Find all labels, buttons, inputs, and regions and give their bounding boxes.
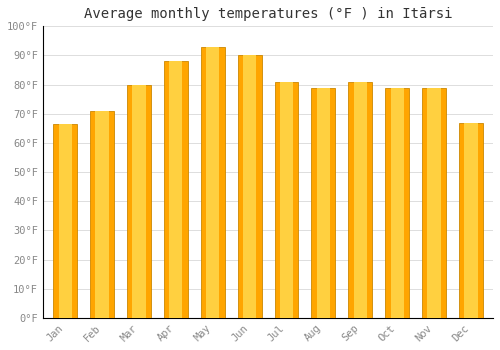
Bar (206, 47, 220, 318)
Bar (348, 82, 372, 318)
Bar (53, 124, 77, 318)
Bar (132, 85, 145, 318)
Bar (58, 124, 72, 318)
Bar (385, 88, 409, 318)
Bar (422, 88, 446, 318)
Bar (312, 88, 336, 318)
Bar (274, 82, 298, 318)
Bar (164, 61, 188, 318)
Bar (280, 82, 293, 318)
Bar (200, 47, 224, 318)
Bar (390, 88, 404, 318)
Bar (464, 122, 477, 318)
Bar (459, 122, 483, 318)
Title: Average monthly temperatures (°F ) in Itārsi: Average monthly temperatures (°F ) in It… (84, 7, 452, 21)
Bar (317, 88, 330, 318)
Bar (169, 61, 182, 318)
Bar (96, 111, 108, 318)
Bar (354, 82, 367, 318)
Bar (127, 85, 151, 318)
Bar (238, 55, 262, 318)
Bar (428, 88, 440, 318)
Bar (243, 55, 256, 318)
Bar (90, 111, 114, 318)
